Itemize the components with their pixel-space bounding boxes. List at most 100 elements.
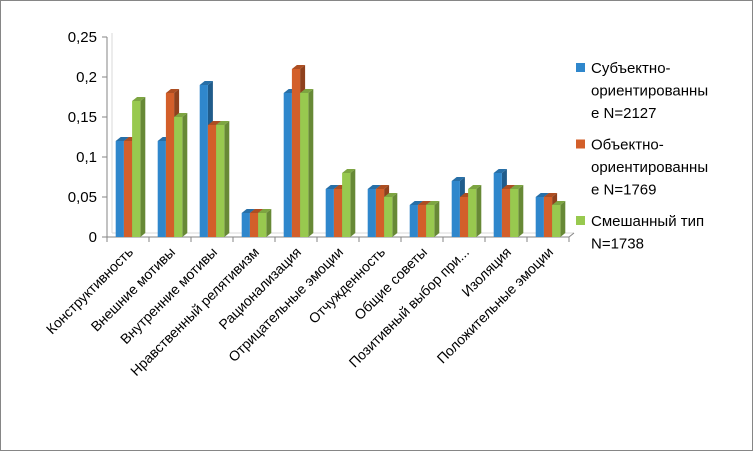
bar-front [409,205,418,237]
category-label: Общие советы [351,244,430,323]
bar-side [308,89,314,237]
axes: 0 0,05 0,1 0,15 0,2 0,25 [68,29,575,246]
bar-side [266,209,272,237]
bar [468,185,482,237]
bar-top [132,97,146,101]
legend-label: е N=2127 [591,105,656,122]
bar-top [535,193,549,197]
bar-front [207,125,217,237]
bar [342,169,356,237]
bar-top [468,185,482,189]
bar-side [560,201,566,237]
legend-swatch [576,139,585,149]
legend-label: ориентированны [591,159,708,176]
bar [510,185,524,237]
bar-side [140,97,146,237]
bar-front [241,213,250,237]
bar [174,113,188,237]
bar-top [501,185,516,189]
bar-side [476,185,482,237]
bar-top [249,209,264,213]
bar-front [199,85,208,237]
bar-front [333,189,343,237]
bar-top [216,121,230,125]
bar [258,209,272,237]
bar-top [291,65,306,69]
legend-swatch [576,63,585,72]
bar-front [115,141,124,237]
legend-label: N=1738 [591,236,644,253]
legend: Субъектно-ориентированны е N=2127 Объектно… [576,60,708,253]
y-tick-label: 0,05 [68,189,97,206]
y-tick-label: 0 [89,229,97,246]
bar-top [325,185,339,189]
bar-front [291,69,301,237]
bar-top [510,185,524,189]
bar-front [283,93,292,237]
category-label: Отчужденность [305,244,388,327]
bar-top [552,201,566,205]
legend-item: Субъектно-ориентированны е N=2127 [576,60,708,122]
legend-item: Смешанный тип N=1738 [576,213,704,253]
bar-front [123,141,133,237]
bar-front [468,189,477,237]
bar [132,97,146,237]
bar-top [493,169,507,173]
bar-top [451,177,465,181]
bar-top [409,201,423,205]
bar-side [434,201,440,237]
bar-top [543,193,558,197]
bar-side [182,113,188,237]
bar-front [342,173,351,237]
y-tick-label: 0,25 [68,29,97,46]
bar-front [174,117,183,237]
bar [216,121,230,237]
legend-swatch [576,216,585,225]
bar-top [417,201,432,205]
bar-side [392,193,398,237]
bar-front [300,93,309,237]
bar-front [258,213,267,237]
bar-top [258,209,272,213]
legend-item: Объектно-ориентированны е N=1769 [576,137,708,199]
x-axis-depth-line [568,232,575,238]
bar-top [367,185,381,189]
legend-label: ориентированны [591,83,708,100]
bar-front [426,205,435,237]
bar-front [451,181,460,237]
bar-front [325,189,334,237]
bar-top [207,121,222,125]
y-tick-label: 0,2 [76,69,97,86]
legend-label: Смешанный тип [591,213,704,230]
bar-side [224,121,230,237]
bar-top [300,89,314,93]
bar-top [115,137,129,141]
bar-front [375,189,385,237]
bar-front [501,189,511,237]
bar-front [459,197,469,237]
bar-front [165,93,175,237]
bar-side [518,185,524,237]
legend-label: Объектно- [591,137,664,154]
bar-front [543,197,553,237]
bar-front [384,197,393,237]
bar-top [165,89,180,93]
bar-top [426,201,440,205]
y-tick-label: 0,15 [68,109,97,126]
bar-top [342,169,356,173]
bar-side [350,169,356,237]
bar-front [367,189,376,237]
bar-front [535,197,544,237]
legend-label: Субъектно- [591,60,671,77]
bar-front [552,205,561,237]
bar-top [384,193,398,197]
legend-label: е N=1769 [591,182,656,199]
bar [300,89,314,237]
bar-top [241,209,255,213]
bar [426,201,440,237]
bar-top [199,81,213,85]
bar-front [249,213,259,237]
